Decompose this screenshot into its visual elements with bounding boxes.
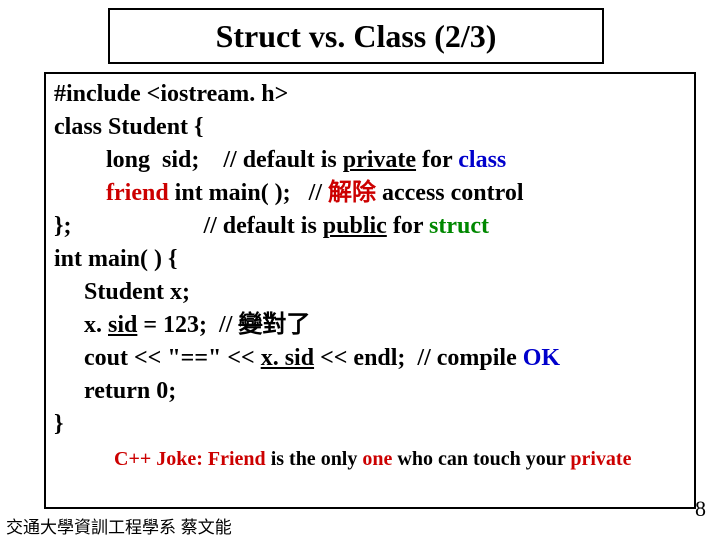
code-line-11: } <box>54 408 686 441</box>
joke-label: C++ Joke: <box>114 448 208 470</box>
content-box: #include <iostream. h> class Student { l… <box>44 72 696 509</box>
title-box: Struct vs. Class (2/3) <box>108 8 604 64</box>
code-line-7: Student x; <box>54 276 686 309</box>
code-line-1: #include <iostream. h> <box>54 78 686 111</box>
code-l5a: }; <box>54 213 203 239</box>
code-l4d: access control <box>376 180 524 206</box>
code-line-9: cout << "==" << x. sid << endl; // compi… <box>54 342 686 375</box>
joke-c: one <box>357 448 397 470</box>
code-line-6: int main( ) { <box>54 243 686 276</box>
code-l9a: cout << "==" << <box>84 345 261 371</box>
joke-d: who can touch your <box>397 448 570 470</box>
code-line-8: x. sid = 123; // 變對了 <box>54 309 686 342</box>
joke-line: C++ Joke: Friend is the only one who can… <box>54 443 686 476</box>
code-l7a: Student x; <box>84 279 190 305</box>
code-l1a: #include <iostream. h> <box>54 81 288 107</box>
page-number: 8 <box>695 496 706 522</box>
title-text: Struct vs. Class (2/3) <box>216 18 497 55</box>
code-l11a: } <box>54 411 63 437</box>
code-l9d: OK <box>523 345 560 371</box>
code-l3c: for <box>416 147 458 173</box>
code-l5c: public <box>323 213 387 239</box>
code-line-3: long sid; // default is private for clas… <box>54 144 686 177</box>
code-l3b: private <box>343 147 416 173</box>
joke-e: private <box>570 448 631 470</box>
joke-b: is the only <box>271 448 358 470</box>
code-l10a: return 0; <box>84 378 176 404</box>
code-l9b: x. sid <box>261 345 314 371</box>
code-line-5: }; // default is public for struct <box>54 210 686 243</box>
code-l5d: for <box>387 213 429 239</box>
code-l3d: class <box>458 147 506 173</box>
code-l8sid: sid <box>108 312 137 338</box>
code-l2a: class Student { <box>54 114 203 140</box>
code-l8c: 變 <box>238 312 262 338</box>
code-l5b: // default is <box>203 213 322 239</box>
code-l8a: x. <box>84 312 108 338</box>
code-l4b: int main( ); // <box>169 180 328 206</box>
code-l5e: struct <box>429 213 489 239</box>
code-l4a: friend <box>106 180 169 206</box>
joke-a: Friend <box>208 448 271 470</box>
code-l8d: 對了 <box>262 312 310 338</box>
code-line-10: return 0; <box>54 375 686 408</box>
footer-text: 交通大學資訓工程學系 蔡文能 <box>6 513 232 538</box>
code-line-4: friend int main( ); // 解除 access control <box>54 177 686 210</box>
code-line-2: class Student { <box>54 111 686 144</box>
code-l6a: int main( ) { <box>54 246 177 272</box>
code-l3a: long sid; // default is <box>106 147 343 173</box>
code-l9c: << endl; // compile <box>314 345 523 371</box>
code-l8b: = 123; // <box>137 312 238 338</box>
code-l4c: 解除 <box>328 180 376 206</box>
